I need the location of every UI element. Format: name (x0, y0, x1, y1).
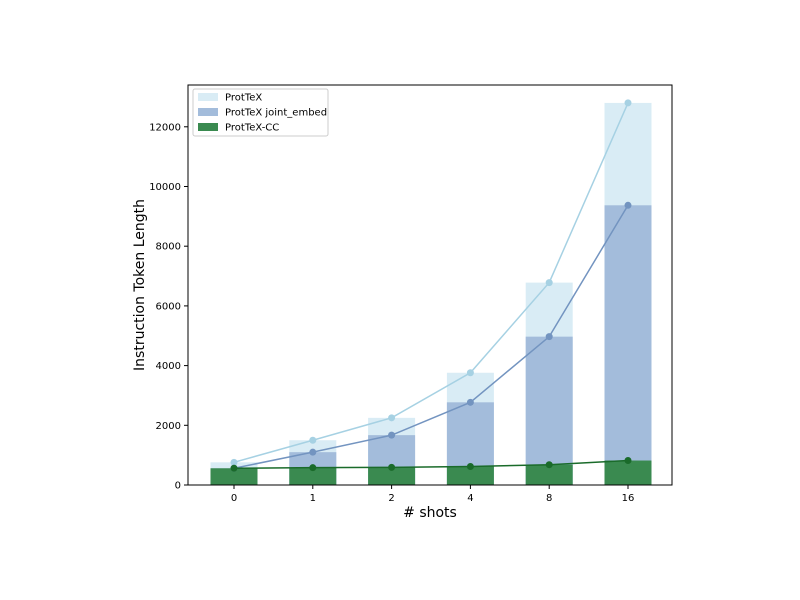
y-tick-label: 4000 (156, 361, 181, 372)
bar-prottex-cc-4 (446, 466, 494, 485)
line-prottex (233, 102, 629, 464)
lines-layer (230, 99, 632, 472)
point-prottex-cc-0 (230, 464, 238, 472)
bar-prottex-joint-embed-8 (525, 336, 573, 485)
y-ticks: 0 2000 4000 6000 8000 10000 12000 (149, 122, 188, 492)
legend-label-prottex-cc: ProtTeX-CC (225, 123, 279, 134)
x-tick-label: 8 (546, 493, 552, 504)
point-prottex-cc-8 (545, 461, 553, 469)
y-tick-label: 8000 (156, 242, 181, 253)
point-prottex-2 (388, 414, 396, 422)
bar-prottex-joint-embed-16 (604, 205, 652, 485)
point-prottex-8 (545, 279, 553, 287)
y-tick-label: 0 (175, 481, 181, 492)
x-tick-label: 4 (467, 493, 473, 504)
legend-swatch-prottex-joint-embed (198, 108, 218, 116)
point-prottex-cc-4 (466, 462, 474, 470)
y-axis-label: Instruction Token Length (132, 199, 148, 371)
point-prottex-joint-embed-2 (388, 431, 396, 439)
bar-prottex-cc-16 (604, 460, 652, 485)
y-tick-label: 2000 (156, 421, 181, 432)
point-prottex-4 (466, 369, 474, 377)
x-tick-label: 16 (622, 493, 635, 504)
point-prottex-cc-16 (624, 457, 632, 465)
point-prottex-joint-embed-4 (466, 398, 474, 406)
bars-layer (210, 102, 652, 485)
x-tick-label: 2 (388, 493, 394, 504)
legend-box (192, 88, 329, 137)
line-prottex-cc (233, 459, 629, 470)
legend-swatch-prottex-cc (198, 123, 218, 131)
y-tick-label: 12000 (149, 122, 181, 133)
point-prottex-0 (230, 458, 238, 466)
legend-label-prottex: ProtTeX (225, 93, 262, 104)
legend-swatch-prottex (198, 93, 218, 101)
legend: ProtTeX ProtTeX joint_embed ProtTeX-CC (192, 88, 329, 137)
bar-prottex-cc-1 (289, 467, 337, 485)
axes (187, 84, 673, 486)
plot-frame (187, 84, 673, 486)
x-tick-label: 0 (231, 493, 237, 504)
point-prottex-16 (624, 99, 632, 107)
bar-prottex-cc-8 (525, 464, 573, 485)
y-tick-label: 6000 (156, 301, 181, 312)
point-prottex-1 (309, 436, 317, 444)
bar-prottex-cc-0 (210, 468, 258, 485)
bar-prottex-cc-2 (368, 467, 416, 485)
x-ticks: 0 1 2 4 8 16 (231, 485, 635, 504)
line-prottex-joint-embed (233, 204, 629, 470)
point-prottex-joint-embed-8 (545, 333, 553, 341)
point-prottex-cc-1 (309, 464, 317, 472)
y-tick-label: 10000 (149, 182, 181, 193)
x-axis-label: # shots (403, 505, 457, 521)
point-prottex-joint-embed-1 (309, 448, 317, 456)
point-prottex-cc-2 (388, 463, 396, 471)
point-prottex-joint-embed-16 (624, 201, 632, 209)
legend-label-prottex-joint-embed: ProtTeX joint_embed (225, 108, 327, 119)
x-tick-label: 1 (310, 493, 316, 504)
